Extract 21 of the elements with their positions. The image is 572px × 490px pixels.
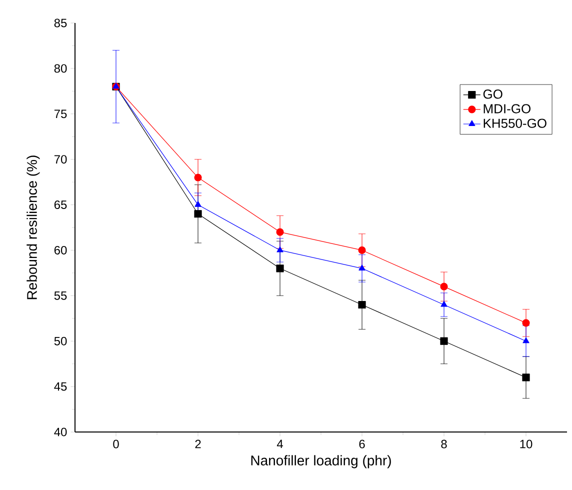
y-tick-label: 80 <box>54 64 67 73</box>
y-tick-label: 50 <box>54 336 67 346</box>
x-tick-label: 4 <box>276 440 283 448</box>
y-tick-label: 55 <box>54 291 67 300</box>
legend-label: GO <box>483 90 502 99</box>
legend-label: KH550-GO <box>484 118 546 128</box>
x-tick-label: 10 <box>520 440 532 448</box>
x-axis-title: Nanofiller loading (phr) <box>251 455 391 468</box>
y-tick-label: 70 <box>54 155 67 164</box>
y-tick-label: 45 <box>54 382 67 391</box>
y-tick-label: 75 <box>54 110 67 118</box>
legend-label: MDI-GO <box>484 104 531 114</box>
y-tick-label: 40 <box>54 428 67 436</box>
y-tick-label: 85 <box>54 18 67 28</box>
x-tick-label: 8 <box>441 440 447 448</box>
y-tick-label: 65 <box>54 200 67 210</box>
y-tick-label: 60 <box>54 246 67 254</box>
y-axis-title: Rebound resilience (%) <box>26 156 40 300</box>
x-tick-label: 6 <box>359 440 365 448</box>
x-tick-label: 0 <box>113 440 119 448</box>
x-tick-label: 2 <box>195 440 201 448</box>
